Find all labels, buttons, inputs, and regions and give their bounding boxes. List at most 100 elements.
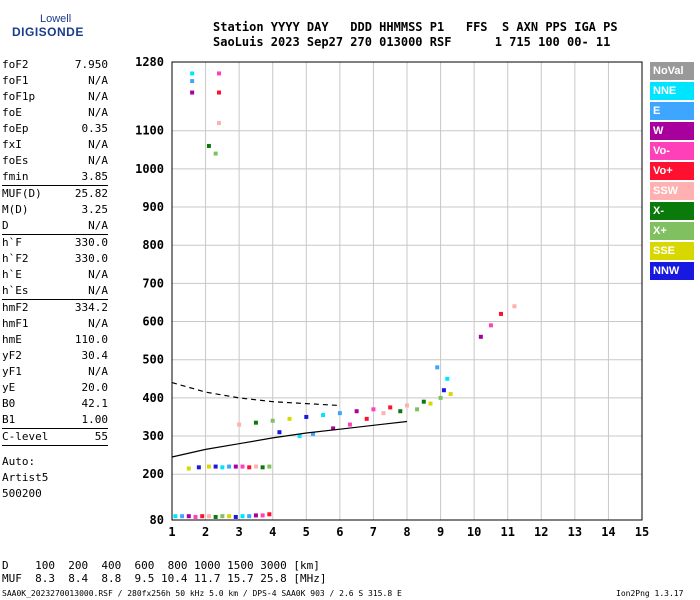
echo-point <box>173 514 178 519</box>
echo-point <box>287 416 292 421</box>
auto-info-code: 500200 <box>2 487 42 500</box>
param-value: N/A <box>88 219 108 232</box>
echo-point <box>237 422 242 427</box>
x-tick-label: 13 <box>568 525 582 539</box>
legend-item-noval: NoVal <box>650 62 694 80</box>
legend-item-nnw: NNW <box>650 262 694 280</box>
echo-point <box>227 464 232 469</box>
param-value: 3.25 <box>81 203 109 216</box>
param-row: B1 1.00 <box>2 412 108 428</box>
echo-point <box>190 71 195 76</box>
param-value: 7.950 <box>74 58 108 71</box>
file-info-footer: SAA0K_2023270013000.RSF / 280fx256h 50 k… <box>2 589 402 598</box>
param-label: fmin <box>2 170 29 183</box>
y-tick-label: 700 <box>142 276 164 290</box>
echo-point <box>347 422 352 427</box>
param-row: h`Es N/A <box>2 283 108 299</box>
echo-point <box>267 464 272 469</box>
echo-point <box>190 79 195 84</box>
param-row: B0 42.1 <box>2 396 108 412</box>
x-tick-label: 4 <box>269 525 276 539</box>
param-value: 20.0 <box>81 381 109 394</box>
echo-point <box>260 465 265 470</box>
param-label: yE <box>2 381 16 394</box>
echo-point <box>206 143 211 148</box>
param-label: h`E <box>2 268 22 281</box>
echo-point <box>331 426 336 431</box>
param-label: M(D) <box>2 203 29 216</box>
legend-item-x: X+ <box>650 222 694 240</box>
param-label: foEs <box>2 154 29 167</box>
param-label: MUF(D) <box>2 187 42 200</box>
x-tick-label: 5 <box>303 525 310 539</box>
echo-point <box>240 464 245 469</box>
y-tick-label: 200 <box>142 467 164 481</box>
param-row: fxI N/A <box>2 137 108 153</box>
echo-point <box>213 514 218 519</box>
param-label: yF2 <box>2 349 22 362</box>
echo-point <box>488 323 493 328</box>
legend-item-sse: SSE <box>650 242 694 260</box>
param-row: foE N/A <box>2 105 108 121</box>
x-tick-label: 9 <box>437 525 444 539</box>
echo-point <box>206 514 211 519</box>
echo-point <box>217 121 221 126</box>
echo-point <box>233 464 238 469</box>
echo-point <box>180 514 185 519</box>
param-label: h`F <box>2 236 22 249</box>
param-value: N/A <box>88 284 108 297</box>
param-label: hmF1 <box>2 317 29 330</box>
param-row: h`F 330.0 <box>2 234 108 251</box>
echo-point <box>217 90 221 95</box>
echo-point <box>186 466 191 471</box>
param-value: N/A <box>88 268 108 281</box>
param-row: M(D) 3.25 <box>2 202 108 218</box>
x-tick-label: 3 <box>236 525 243 539</box>
echo-point <box>253 420 258 425</box>
echo-point <box>270 418 275 423</box>
echo-point <box>217 71 221 76</box>
param-value: 3.85 <box>81 170 109 183</box>
param-row: yE 20.0 <box>2 380 108 396</box>
param-value: N/A <box>88 317 108 330</box>
profile-line-solid <box>171 420 408 458</box>
param-label: yF1 <box>2 365 22 378</box>
echo-point <box>200 514 205 519</box>
echo-point <box>337 411 342 416</box>
x-tick-label: 10 <box>467 525 481 539</box>
param-label: B0 <box>2 397 16 410</box>
echo-point <box>405 403 409 408</box>
echo-point <box>441 388 446 393</box>
param-row: hmF1 N/A <box>2 316 108 332</box>
parameter-panel: foF2 7.950 foF1 N/A foF1p N/A foE N/A foEp 0.35 fx… <box>2 57 108 502</box>
param-row: hmE 110.0 <box>2 332 108 348</box>
param-value: N/A <box>88 365 108 378</box>
x-tick-label: 1 <box>168 525 175 539</box>
param-label: B1 <box>2 413 16 426</box>
echo-point <box>428 401 433 406</box>
echo-point <box>448 392 453 397</box>
param-row: yF2 30.4 <box>2 348 108 364</box>
param-label: D <box>2 219 9 232</box>
echo-point <box>247 465 252 470</box>
legend-item-w: W <box>650 122 694 140</box>
echo-point <box>415 407 420 412</box>
legend-item-vo: Vo+ <box>650 162 694 180</box>
param-row: fmin 3.85 <box>2 169 108 185</box>
x-tick-label: 11 <box>500 525 514 539</box>
echo-point <box>227 514 232 519</box>
echo-point <box>321 413 326 418</box>
param-label: hmF2 <box>2 301 29 314</box>
param-row: foEs N/A <box>2 153 108 169</box>
param-label: h`Es <box>2 284 29 297</box>
echo-point <box>233 514 238 519</box>
param-label: C-level <box>2 430 49 443</box>
version-label: Ion2Png 1.3.17 <box>616 589 684 598</box>
y-tick-label: 80 <box>150 513 164 527</box>
echo-point <box>311 432 315 437</box>
x-tick-label: 6 <box>336 525 343 539</box>
param-value: 0.35 <box>81 122 109 135</box>
x-tick-label: 7 <box>370 525 377 539</box>
echo-point <box>364 416 369 421</box>
echo-point <box>438 395 443 400</box>
